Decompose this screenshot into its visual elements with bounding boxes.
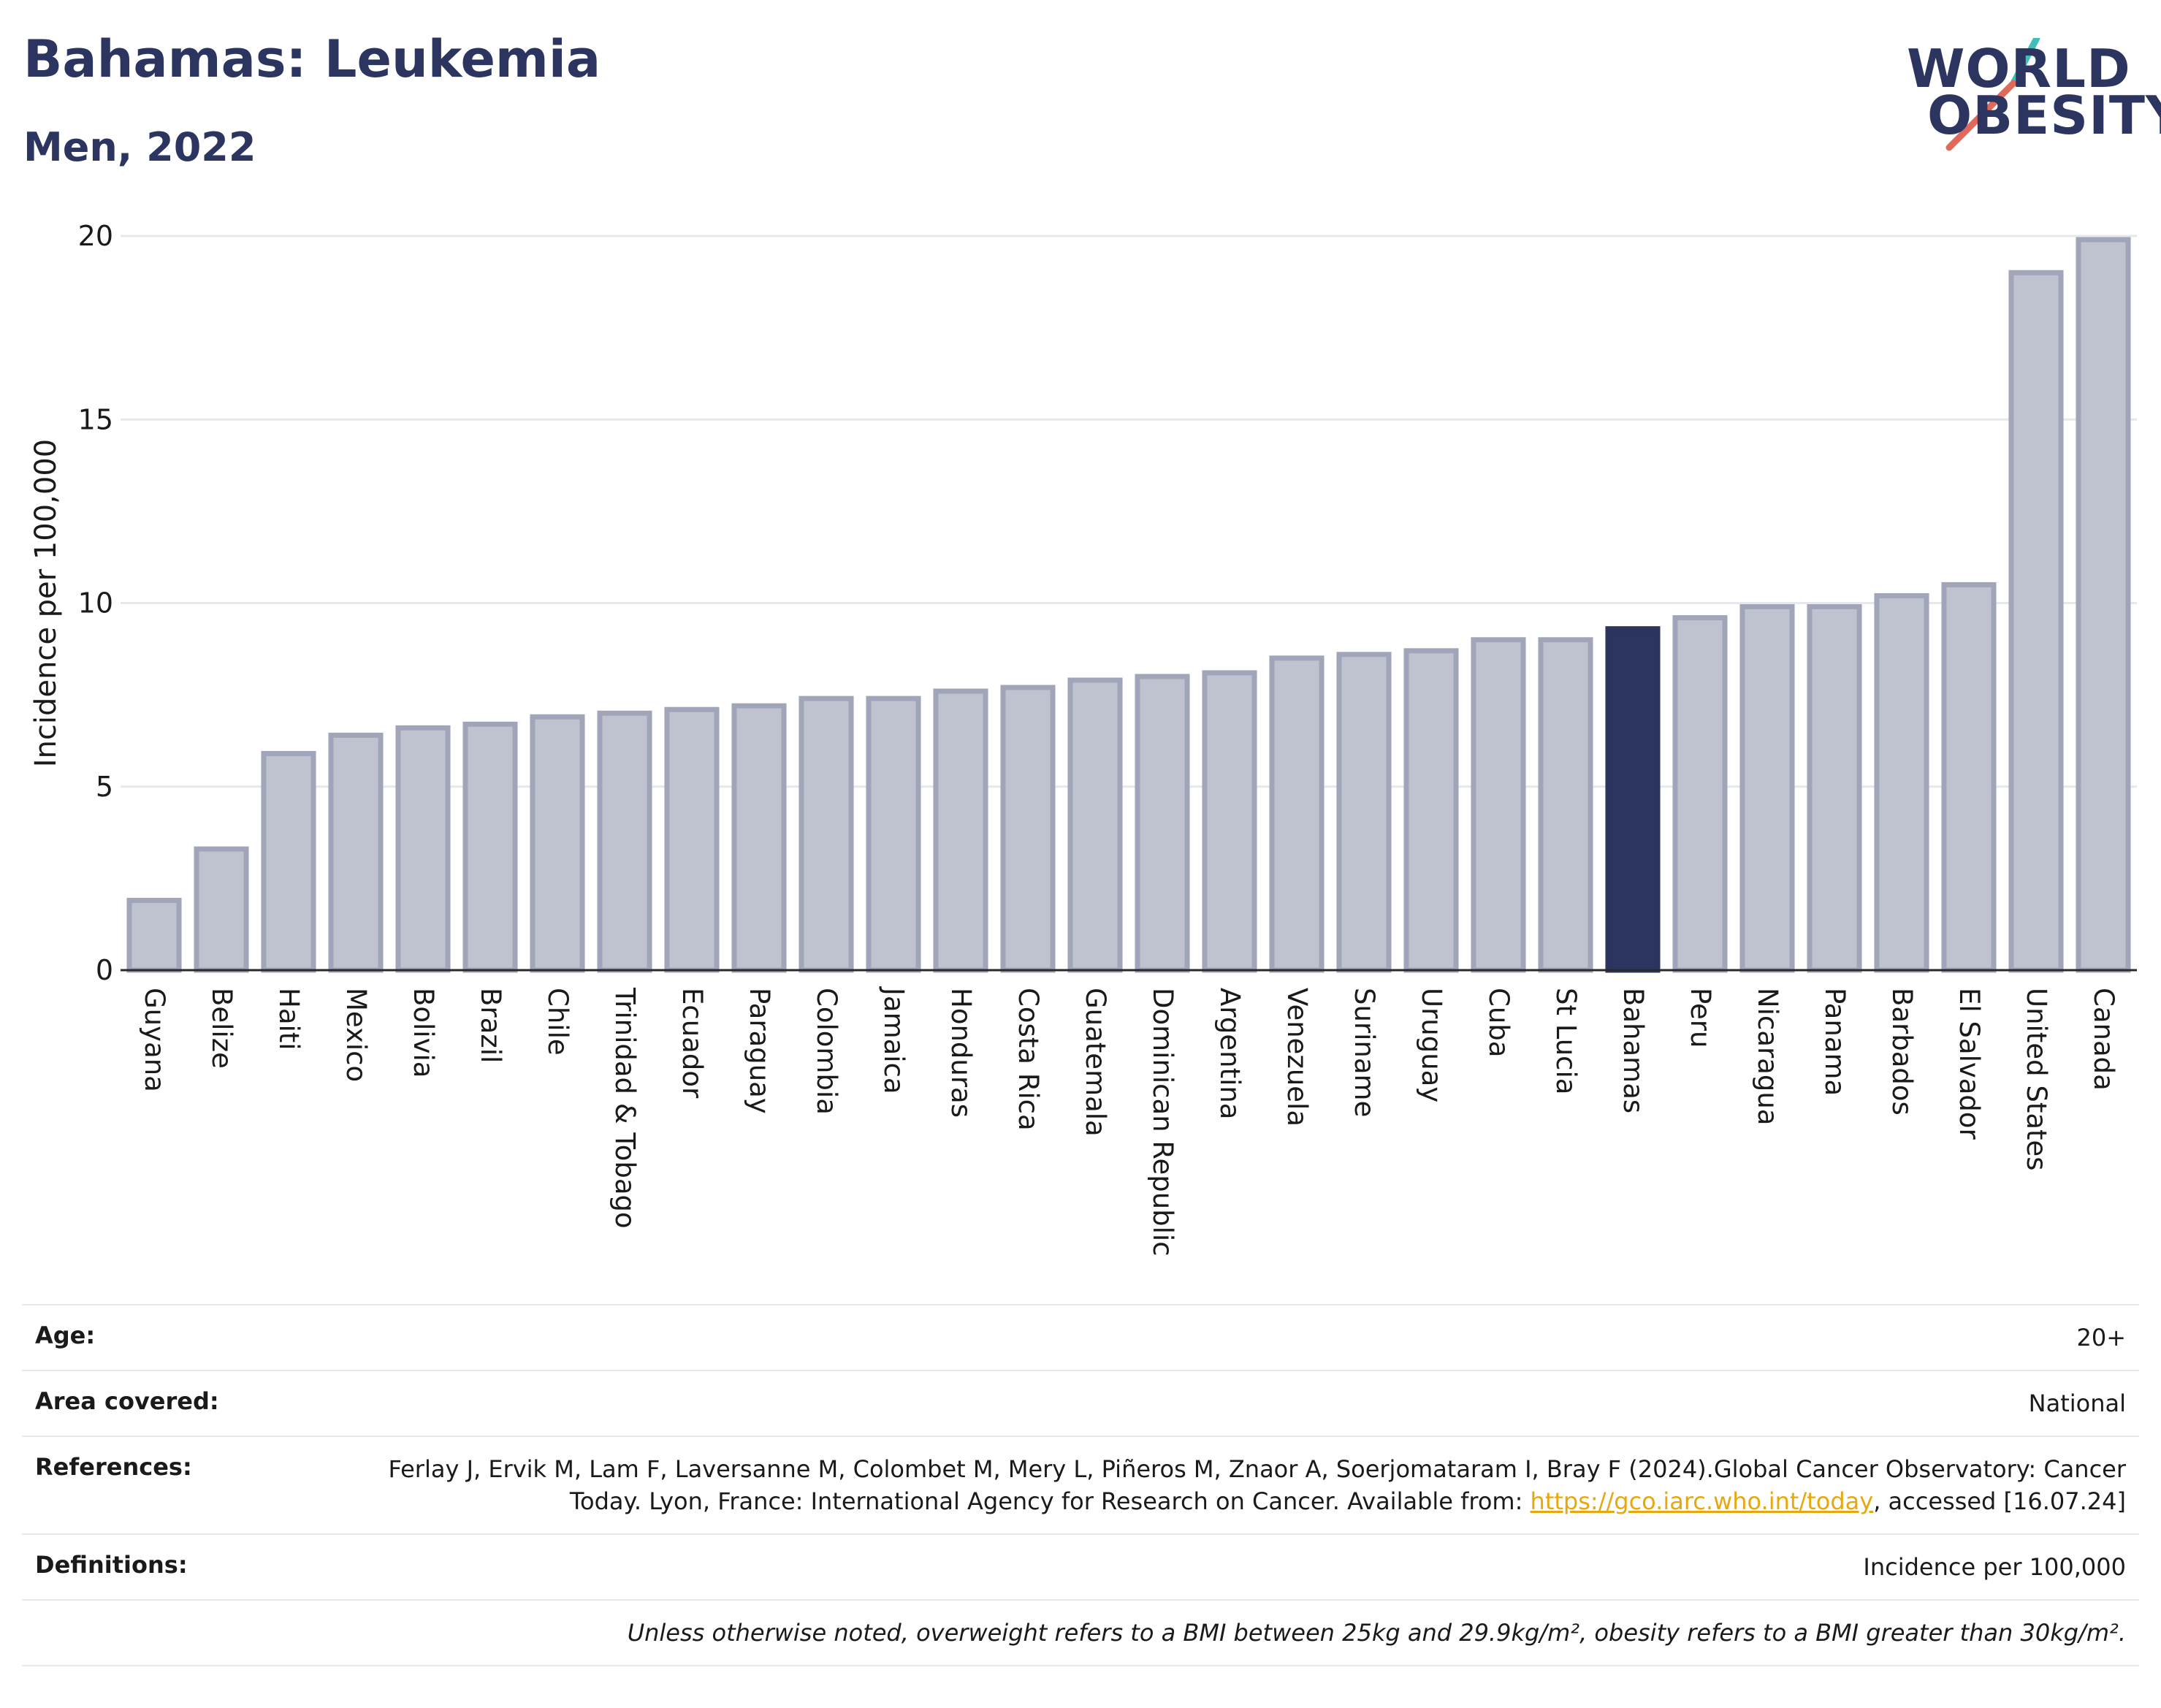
x-tick-label: Bolivia — [408, 988, 439, 1078]
bar-ecuador — [664, 706, 720, 973]
bar-barbados — [1874, 592, 1929, 973]
definitions-value: Incidence per 100,000 — [1863, 1553, 2126, 1581]
bar-costa-rica — [1000, 685, 1056, 973]
logo-slash-icon — [1945, 38, 2040, 151]
x-tick-label: Chile — [542, 988, 573, 1056]
bmi-note: Unless otherwise noted, overweight refer… — [627, 1619, 2126, 1647]
x-tick-label: St Lucia — [1550, 988, 1582, 1094]
age-value: 20+ — [2076, 1324, 2126, 1351]
x-tick-label: Jamaica — [878, 986, 910, 1094]
bar-peru — [1672, 615, 1728, 973]
x-tick-label: United States — [2021, 988, 2052, 1171]
bar-dominican-republic — [1135, 674, 1190, 973]
bars — [126, 237, 2131, 973]
x-tick-label: Haiti — [273, 988, 305, 1051]
info-table: Age: 20+ Area covered: National Referenc… — [22, 1304, 2139, 1666]
bar-paraguay — [731, 703, 787, 973]
bar-mexico — [328, 732, 384, 973]
x-tick-label: Costa Rica — [1013, 988, 1044, 1131]
y-tick-label: 0 — [96, 954, 113, 986]
x-tick-label: Mexico — [340, 988, 372, 1082]
bar-honduras — [933, 688, 988, 973]
references-label: References: — [35, 1453, 192, 1481]
bar-venezuela — [1269, 655, 1325, 973]
x-tick-label: Trinidad & Tobago — [609, 987, 641, 1229]
references-link[interactable]: https://gco.iarc.who.int/today — [1530, 1487, 1874, 1515]
world-obesity-logo: WORLD OBESITY — [1907, 38, 2161, 155]
bar-trinidad-tobago — [597, 710, 652, 973]
info-row-definitions: Definitions: Incidence per 100,000 — [22, 1533, 2139, 1599]
bar-st-lucia — [1538, 637, 1593, 973]
x-tick-label: Suriname — [1349, 988, 1380, 1117]
y-tick-labels: 0 5 10 15 20 — [78, 220, 113, 986]
x-tick-label: Uruguay — [1416, 988, 1447, 1102]
x-tick-label: Argentina — [1214, 988, 1246, 1119]
bar-guyana — [126, 898, 182, 973]
y-tick-label: 10 — [78, 587, 113, 619]
x-tick-label: Barbados — [1886, 988, 1918, 1116]
bar-chart: 0 5 10 15 20 Guyana Belize Haiti Mexico Bolivia B… — [29, 220, 2137, 1257]
logo-text-obesity: OBESITY — [1927, 85, 2161, 146]
age-label: Age: — [35, 1322, 96, 1349]
bar-guatemala — [1067, 677, 1123, 973]
bar-brazil — [462, 721, 518, 973]
x-tick-label: Canada — [2088, 988, 2119, 1091]
bar-panama — [1807, 604, 1862, 973]
references-text: Ferlay J, Ervik M, Lam F, Laversanne M, … — [388, 1455, 2126, 1515]
definitions-label: Definitions: — [35, 1551, 188, 1579]
x-tick-label: Paraguay — [744, 988, 775, 1114]
x-tick-label: Panama — [1819, 988, 1851, 1096]
x-tick-label: Nicaragua — [1752, 988, 1783, 1125]
bar-cuba — [1471, 637, 1526, 973]
x-tick-label: Guatemala — [1080, 988, 1111, 1137]
bar-canada — [2076, 237, 2131, 973]
bar-suriname — [1336, 652, 1392, 973]
chart-title: Bahamas: Leukemia — [23, 29, 601, 89]
bar-nicaragua — [1739, 604, 1795, 973]
info-row-age: Age: 20+ — [22, 1304, 2139, 1370]
y-tick-label: 20 — [78, 220, 113, 252]
area-value: National — [2028, 1389, 2126, 1417]
x-tick-labels: Guyana Belize Haiti Mexico Bolivia Brazil Chil… — [139, 986, 2119, 1257]
bar-haiti — [261, 751, 316, 973]
y-tick-label: 15 — [78, 403, 113, 435]
x-tick-label: Brazil — [475, 988, 506, 1063]
info-row-area: Area covered: National — [22, 1370, 2139, 1436]
x-tick-label: El Salvador — [1954, 988, 1985, 1140]
x-tick-label: Belize — [206, 988, 237, 1069]
y-axis-label: Incidence per 100,000 — [29, 439, 63, 768]
gridlines — [121, 235, 2137, 788]
references-accessed: , accessed [16.07.24] — [1873, 1487, 2126, 1515]
bar-belize — [194, 846, 249, 973]
info-row-references: References: Ferlay J, Ervik M, Lam F, La… — [22, 1436, 2139, 1533]
bar-el-salvador — [1941, 582, 1997, 973]
bar-chile — [530, 714, 585, 973]
bar-bolivia — [395, 725, 451, 973]
y-tick-label: 5 — [96, 771, 113, 803]
bar-bahamas — [1605, 626, 1661, 973]
x-tick-label: Dominican Republic — [1147, 988, 1178, 1257]
x-tick-label: Guyana — [139, 988, 170, 1092]
logo-text-world: WORLD — [1907, 38, 2131, 99]
bar-jamaica — [866, 695, 921, 973]
bar-colombia — [799, 695, 854, 973]
bar-united-states — [2008, 270, 2064, 973]
references-value: Ferlay J, Ervik M, Lam F, Laversanne M, … — [373, 1453, 2126, 1517]
x-tick-label: Ecuador — [676, 988, 708, 1099]
area-label: Area covered: — [35, 1387, 219, 1415]
info-row-note: Unless otherwise noted, overweight refer… — [22, 1599, 2139, 1666]
x-tick-label: Honduras — [945, 988, 977, 1118]
x-tick-label: Peru — [1685, 988, 1716, 1048]
x-tick-label: Bahamas — [1617, 988, 1649, 1113]
x-tick-label: Venezuela — [1281, 988, 1313, 1126]
chart-subtitle: Men, 2022 — [23, 124, 256, 170]
x-tick-label: Colombia — [811, 988, 842, 1115]
x-tick-label: Cuba — [1483, 988, 1514, 1057]
bar-argentina — [1202, 670, 1257, 973]
bar-uruguay — [1403, 648, 1459, 973]
